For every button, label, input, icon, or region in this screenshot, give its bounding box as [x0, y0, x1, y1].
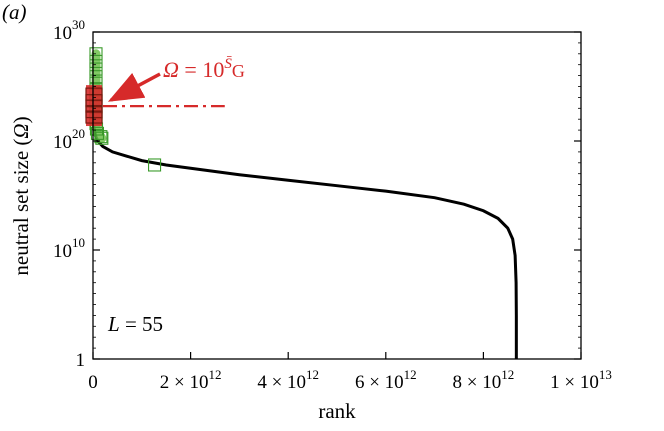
x-tick-label: 8 × 1012 [453, 367, 515, 393]
y-axis-label: neutral set size (Ω) [9, 116, 33, 275]
x-tick-label: 6 × 1012 [355, 367, 417, 393]
x-tick-label: 4 × 1012 [257, 367, 319, 393]
x-axis-label: rank [318, 399, 356, 423]
highlight-point [85, 110, 103, 124]
y-tick-label: 1030 [53, 17, 85, 44]
panel-label: (a) [2, 0, 27, 24]
sample-point [148, 158, 162, 172]
markers-layer [85, 47, 162, 172]
x-tick-label: 2 × 1012 [160, 367, 222, 393]
sample-point [90, 126, 105, 140]
curves-layer [91, 113, 518, 359]
y-tick-label: 1020 [53, 126, 85, 153]
sample-point [89, 62, 103, 76]
y-axis-ticks: 1 1010 1020 1030 [53, 17, 581, 371]
length-label: L = 55 [107, 312, 163, 336]
sample-point [95, 131, 109, 145]
sample-point [89, 54, 103, 68]
sample-point [94, 130, 108, 144]
x-axis-ticks: 0 2 × 1012 4 × 1012 6 × 1012 8 × 1012 1 × 101… [88, 352, 612, 393]
x-tick-label: 0 [88, 372, 98, 393]
y-tick-label: 1 [76, 350, 86, 371]
omega-annotation: Ω = 10S̄G [163, 56, 245, 82]
neutral-set-curve [91, 113, 518, 359]
x-tick-label: 1 × 1013 [550, 367, 612, 393]
sample-point [89, 47, 103, 61]
omega-arrow [107, 72, 161, 102]
y-tick-label: 1010 [53, 235, 85, 262]
